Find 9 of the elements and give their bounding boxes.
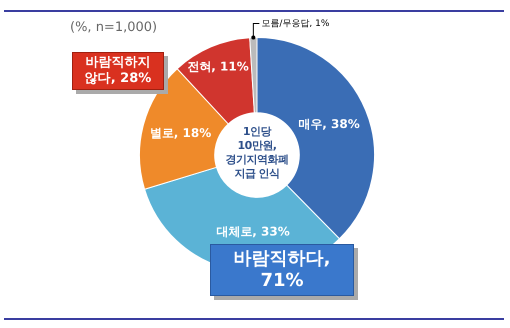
text: 바람직하지 않다, 28%: [72, 52, 164, 90]
slice-label: 전혀, 11%: [187, 59, 249, 74]
slice-label: 매우, 38%: [298, 116, 360, 131]
slice-label: 별로, 18%: [150, 126, 212, 140]
slice-label: 모름/무응답, 1%: [261, 18, 330, 29]
text: 1인당 10만원, 경기지역화폐 지급 인식: [226, 125, 288, 180]
slice-label: 대체로, 33%: [216, 224, 290, 239]
chart-subtitle: (%, n=1,000): [70, 20, 158, 35]
text: 바람직하다, 71%: [210, 244, 354, 296]
